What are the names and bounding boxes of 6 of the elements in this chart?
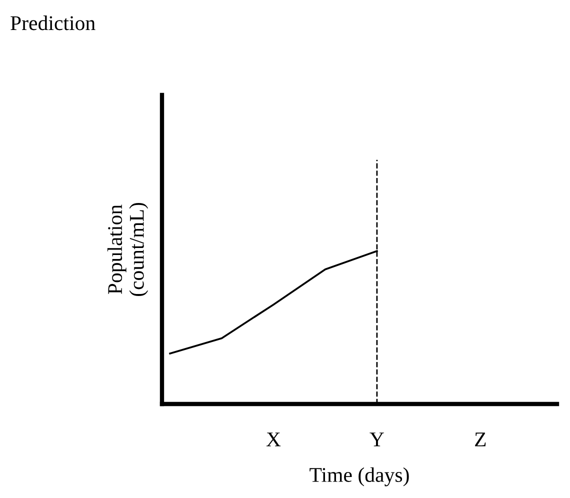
chart-title: Prediction — [10, 16, 96, 30]
x-tick-label: X — [266, 432, 281, 446]
x-tick-label: Y — [370, 432, 384, 446]
y-axis-title: Population (count/mL) — [107, 202, 148, 296]
x-tick-label: Z — [475, 432, 486, 446]
x-axis-title: Time (days) — [310, 467, 409, 486]
